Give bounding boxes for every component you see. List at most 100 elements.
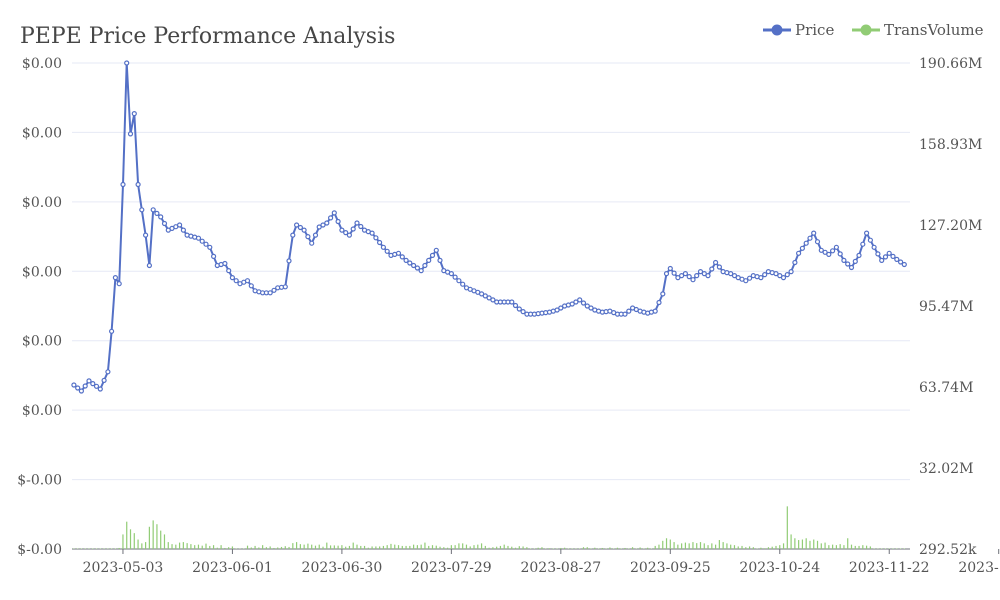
legend-item-transvolume[interactable]: TransVolume — [852, 21, 984, 39]
price-point — [860, 241, 866, 247]
volume-bar — [828, 545, 830, 549]
volume-bar — [813, 539, 815, 549]
price-point — [660, 291, 666, 297]
volume-bar — [394, 544, 396, 549]
volume-bar — [601, 547, 603, 549]
y-axis-right: 292.52k 32.02M 63.74M 95.47M 127.20M 158.93M 1… — [919, 56, 982, 558]
volume-bar — [718, 540, 720, 549]
price-point — [82, 383, 88, 389]
volume-bar — [122, 534, 124, 549]
volume-bar — [537, 547, 539, 549]
price-point — [863, 230, 870, 236]
price-point — [75, 385, 81, 391]
price-point — [90, 381, 96, 387]
volume-bar — [137, 539, 139, 549]
price-point — [509, 299, 515, 305]
volume-bar — [103, 548, 105, 549]
y-right-tick-label: 95.47M — [919, 299, 973, 315]
price-point — [380, 244, 386, 250]
volume-bar — [567, 548, 569, 549]
volume-bar — [462, 543, 464, 549]
volume-bar — [246, 545, 249, 549]
volume-bar — [605, 548, 607, 549]
volume-bar — [790, 534, 792, 549]
volume-bar — [854, 545, 856, 549]
price-point — [746, 275, 753, 281]
volume-bar — [703, 543, 705, 549]
volume-bar — [80, 548, 83, 549]
volume-bar — [163, 534, 166, 549]
price-point — [411, 262, 417, 269]
volume-bar — [450, 545, 452, 549]
volume-bar — [526, 547, 528, 549]
volume-bar — [873, 548, 875, 549]
price-point — [482, 293, 488, 299]
volume-bar — [469, 546, 471, 549]
price-point — [222, 260, 228, 267]
price-point — [807, 235, 813, 241]
price-point — [569, 301, 575, 307]
volume-bar — [722, 542, 724, 549]
price-point — [901, 261, 907, 268]
volume-bar — [530, 548, 532, 549]
price-point — [486, 295, 492, 301]
volume-bar — [843, 545, 845, 549]
price-point — [856, 252, 862, 258]
volume-bar — [269, 546, 271, 549]
volume-bar — [616, 547, 619, 549]
price-point — [577, 297, 583, 303]
price-point — [71, 382, 77, 388]
price-point — [127, 131, 134, 137]
price-point — [792, 259, 798, 266]
transvolume-series — [73, 506, 905, 549]
volume-bar — [382, 545, 385, 549]
volume-bar — [681, 543, 683, 549]
price-point — [652, 308, 658, 314]
legend[interactable]: Price TransVolume — [763, 21, 984, 39]
price-point — [101, 377, 107, 383]
price-point — [780, 275, 787, 281]
price-point — [671, 270, 677, 276]
y-left-tick-label: $0.00 — [22, 403, 62, 419]
volume-bar — [152, 520, 154, 549]
volume-bar — [564, 547, 566, 549]
price-point — [795, 250, 802, 256]
volume-bar — [337, 545, 339, 549]
price-point — [762, 272, 768, 278]
price-point — [354, 220, 360, 226]
x-tick-label: 2023-12-21 — [958, 560, 1000, 576]
price-point — [875, 251, 881, 257]
volume-bar — [507, 545, 509, 549]
volume-bar — [714, 544, 717, 549]
volume-bar — [579, 548, 581, 549]
y-left-tick-label: $0.00 — [22, 195, 62, 211]
price-point — [554, 307, 560, 313]
price-line — [73, 62, 905, 392]
volume-bar — [326, 542, 328, 549]
price-point — [584, 303, 590, 309]
price-point — [418, 268, 424, 274]
price-point — [211, 253, 217, 259]
volume-bar — [224, 547, 226, 549]
price-point — [777, 273, 783, 279]
price-point — [773, 271, 779, 277]
x-tick-label: 2023-06-30 — [302, 560, 383, 576]
legend-item-price[interactable]: Price — [763, 21, 834, 39]
volume-bar — [741, 545, 743, 549]
volume-bar — [730, 544, 732, 549]
volume-bar — [160, 530, 162, 549]
price-point — [180, 227, 186, 233]
price-point — [350, 226, 356, 232]
volume-bar — [699, 542, 702, 549]
price-point — [395, 250, 402, 256]
volume-bar — [262, 545, 264, 549]
price-point — [675, 275, 681, 281]
x-tick-label: 2023-06-01 — [192, 560, 273, 576]
price-point — [135, 181, 141, 188]
volume-bar — [552, 548, 554, 549]
y-left-tick-label: $0.00 — [22, 125, 62, 141]
price-point — [837, 251, 843, 257]
volume-bar — [375, 546, 377, 549]
y-right-tick-label: 32.02M — [919, 461, 973, 477]
volume-bar — [624, 547, 626, 549]
